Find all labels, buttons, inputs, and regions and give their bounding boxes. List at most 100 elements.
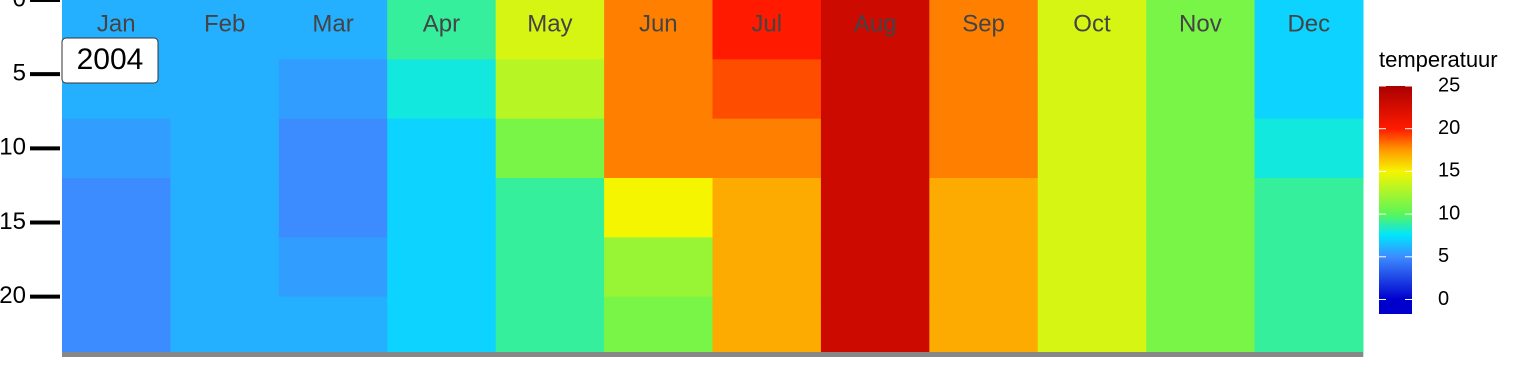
heat-cell [929,59,1039,120]
heat-cell [1146,296,1256,357]
heat-cell [387,296,497,357]
heat-cell [1146,237,1256,298]
heat-cell [62,118,171,179]
colorbar-tick-label: 0 [1438,288,1449,310]
colorbar [1379,86,1412,314]
x-tick-label: Dec [1287,10,1330,37]
heat-cell [62,178,171,238]
heat-cell [62,296,171,357]
colorbar-tick-label: 25 [1438,74,1460,96]
y-tick-label: 15 [0,208,26,235]
x-tick-label: Jan [97,10,136,37]
x-tick-label: Feb [204,10,245,37]
heat-cell [278,118,388,179]
colorbar-tick-label: 20 [1438,117,1460,139]
colorbar-tick-label: 15 [1438,160,1460,182]
heat-cell [820,237,930,298]
heat-cell [170,59,280,120]
heat-cell [604,0,713,60]
heat-cell [712,59,822,120]
x-tick-label: Apr [423,10,460,37]
heat-cell [1254,59,1364,120]
x-tick-label: Sep [962,10,1005,37]
heat-cell [495,118,605,179]
heat-cell [820,0,930,60]
y-tick-label: 0 [13,0,26,12]
heat-cell [387,178,497,238]
heat-cell [1254,0,1364,60]
heat-cell [929,237,1039,298]
heat-cell [1254,237,1364,298]
y-tick-label: 20 [0,282,26,309]
heat-cell [929,296,1039,357]
heat-cell [604,118,713,179]
heat-cell [604,59,713,120]
heatmap [62,0,1364,357]
heat-cell [387,118,497,179]
heat-cell [495,0,605,60]
heat-cell [278,296,388,357]
heat-cell [712,0,822,60]
heat-cell [278,0,388,60]
heat-cell [495,237,605,298]
legend-title: temperatuur [1379,47,1498,72]
heat-cell [820,178,930,238]
heat-cell [712,118,822,179]
heat-cell [1146,59,1256,120]
heat-cell [170,296,280,357]
heat-cell [929,118,1039,179]
heat-cell [712,178,822,238]
heat-cell [387,237,497,298]
heat-cell [1146,0,1256,60]
heat-cell [1037,118,1147,179]
heat-cell [170,237,280,298]
x-tick-label: Jul [751,10,782,37]
heat-cell [1037,59,1147,120]
heat-cell [1146,178,1256,238]
heat-cell [820,296,930,357]
heat-cell [1146,118,1256,179]
heat-cell [62,237,171,298]
x-tick-label: Aug [854,10,897,37]
year-box [61,37,159,84]
x-tick-label: May [527,10,572,37]
x-tick-label: Nov [1179,10,1222,37]
heat-cell [1037,0,1147,60]
heat-cell [1037,178,1147,238]
heat-cell [170,118,280,179]
bottom-strip [62,352,1363,357]
heat-cell [387,0,497,60]
x-tick-label: Oct [1073,10,1111,37]
y-tick-label: 10 [0,134,26,161]
year-label: 2004 [77,43,144,76]
x-tick-label: Mar [312,10,353,37]
heat-cell [170,178,280,238]
heat-cell [495,296,605,357]
y-tick-label: 5 [13,60,26,87]
heat-cell [604,237,713,298]
heat-cell [1037,237,1147,298]
heat-cell [387,59,497,120]
heat-cell [495,59,605,120]
heat-cell [278,178,388,238]
colorbar-tick-label: 5 [1438,245,1449,267]
heat-cell [278,59,388,120]
heat-cell [929,178,1039,238]
heat-cell [1037,296,1147,357]
heat-cell [712,296,822,357]
heat-cell [170,0,280,60]
x-tick-label: Jun [639,10,678,37]
heat-cell [820,118,930,179]
heat-cell [495,178,605,238]
heat-cell [929,0,1039,60]
heat-cell [278,237,388,298]
heat-cell [604,296,713,357]
heat-cell [1254,118,1364,179]
heat-cell [820,59,930,120]
heat-cell [1254,178,1364,238]
colorbar-tick-label: 10 [1438,202,1460,224]
heat-cell [604,178,713,238]
heat-cell [1254,296,1364,357]
